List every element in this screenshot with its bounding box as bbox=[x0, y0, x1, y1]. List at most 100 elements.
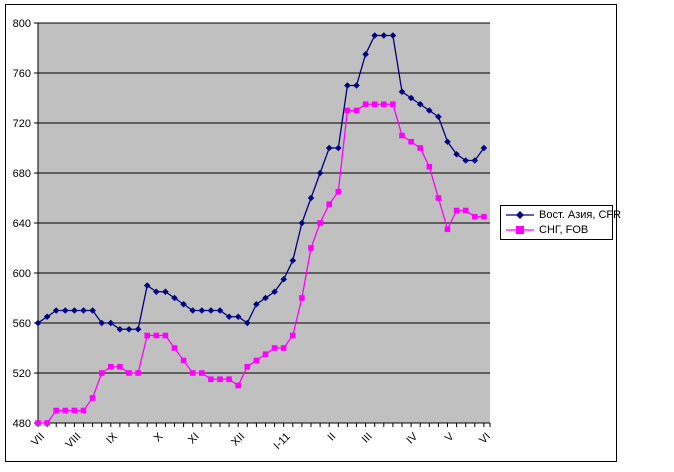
series-1-marker bbox=[399, 132, 405, 139]
series-0-marker bbox=[335, 144, 342, 152]
series-0-marker bbox=[107, 319, 115, 327]
series-0-marker bbox=[125, 325, 133, 333]
series-1-marker bbox=[253, 357, 260, 364]
series-1-marker bbox=[71, 407, 78, 414]
series-0-marker bbox=[280, 275, 287, 283]
series-1-marker bbox=[244, 363, 251, 370]
y-tick-label: 720 bbox=[13, 118, 31, 130]
series-0-marker bbox=[353, 82, 360, 89]
series-0-marker bbox=[34, 319, 42, 327]
series-1-marker bbox=[80, 407, 87, 414]
series-1-marker bbox=[144, 332, 150, 339]
series-1-marker bbox=[44, 420, 50, 426]
legend: Вост. Азия, CFR СНГ, FOB bbox=[500, 205, 621, 240]
series-0-marker bbox=[98, 319, 105, 327]
series-0-marker bbox=[253, 300, 260, 308]
series-0-marker bbox=[153, 288, 160, 296]
series-0-marker bbox=[344, 82, 351, 89]
y-tick-label: 480 bbox=[13, 418, 31, 430]
series-1-marker bbox=[299, 295, 305, 301]
series-1-marker bbox=[126, 370, 132, 376]
series-1-marker bbox=[453, 207, 460, 214]
series-1-marker bbox=[98, 370, 105, 376]
series-1-marker bbox=[208, 376, 214, 383]
series-0-marker bbox=[180, 300, 187, 308]
y-tick-label: 600 bbox=[13, 268, 31, 280]
series-0-marker bbox=[398, 88, 406, 96]
series-0-marker bbox=[380, 32, 388, 39]
series-1-marker bbox=[417, 145, 423, 151]
legend-item-sng-fob: СНГ, FOB bbox=[505, 223, 609, 237]
series-0-marker bbox=[307, 194, 315, 202]
series-1-marker bbox=[472, 213, 478, 220]
series-1-marker bbox=[390, 101, 396, 108]
series-1-marker bbox=[35, 420, 41, 426]
series-1-marker bbox=[153, 332, 160, 339]
series-1-marker bbox=[308, 245, 314, 251]
y-tick-label: 760 bbox=[13, 68, 31, 80]
series-1-marker bbox=[435, 195, 442, 201]
series-1-marker bbox=[108, 363, 114, 370]
series-0-marker bbox=[207, 307, 215, 314]
series-0-marker bbox=[407, 94, 415, 102]
series-1-marker bbox=[335, 188, 342, 195]
series-1-marker bbox=[180, 357, 187, 364]
series-0-marker bbox=[143, 282, 151, 289]
series-1-marker bbox=[462, 207, 469, 214]
series-1-marker bbox=[217, 376, 223, 383]
series-1-marker bbox=[189, 370, 196, 376]
series-0-marker bbox=[298, 219, 306, 227]
series-1-marker bbox=[290, 332, 296, 339]
series-0-marker bbox=[234, 313, 242, 321]
series-0-marker bbox=[316, 169, 324, 177]
series-0-marker bbox=[52, 307, 60, 314]
series-0-marker bbox=[362, 50, 369, 58]
series-0-marker bbox=[62, 307, 69, 314]
series-0-marker bbox=[134, 325, 142, 333]
series-1-marker bbox=[444, 226, 451, 233]
series-1-marker bbox=[199, 370, 205, 376]
series-1-marker bbox=[53, 407, 59, 414]
y-tick-label: 560 bbox=[13, 318, 31, 330]
series-1-marker bbox=[317, 220, 323, 226]
series-0-marker bbox=[480, 144, 488, 152]
series-0-marker bbox=[80, 307, 87, 314]
series-1-marker bbox=[326, 201, 332, 208]
legend-label-vost-aziya-cfr: Вост. Азия, CFR bbox=[539, 209, 622, 221]
series-0-marker bbox=[262, 294, 269, 302]
series-0-marker bbox=[426, 107, 433, 114]
y-tick-label: 640 bbox=[13, 218, 31, 230]
series-1-marker bbox=[162, 332, 169, 339]
series-0-marker bbox=[435, 113, 442, 121]
series-0-marker bbox=[462, 157, 469, 164]
series-1-marker bbox=[280, 345, 287, 351]
y-tick-label: 800 bbox=[13, 18, 31, 30]
legend-label-sng-fob: СНГ, FOB bbox=[539, 224, 589, 236]
series-0-marker bbox=[271, 288, 278, 296]
series-0-marker bbox=[189, 307, 196, 314]
series-0-marker bbox=[171, 294, 178, 302]
series-0-marker bbox=[198, 307, 206, 314]
series-0-marker bbox=[416, 100, 424, 108]
series-1-marker bbox=[226, 376, 232, 383]
series-0-marker bbox=[89, 307, 96, 314]
series-1-marker bbox=[271, 345, 278, 351]
series-1-marker bbox=[481, 213, 487, 220]
series-0-marker bbox=[389, 32, 397, 39]
series-0-marker bbox=[225, 313, 233, 321]
legend-item-vost-aziya-cfr: Вост. Азия, CFR bbox=[505, 208, 621, 222]
series-0-marker bbox=[371, 32, 378, 39]
series-1-marker bbox=[235, 382, 241, 389]
series-0-marker bbox=[453, 150, 460, 158]
series-1-marker bbox=[408, 138, 414, 145]
series-1-marker bbox=[171, 345, 178, 351]
series-1-marker bbox=[135, 370, 141, 376]
series-1-marker bbox=[89, 395, 96, 401]
series-1-marker bbox=[62, 407, 69, 414]
y-tick-label: 680 bbox=[13, 168, 31, 180]
series-0-marker bbox=[471, 157, 479, 164]
series-0-marker bbox=[289, 257, 297, 264]
y-tick-label: 520 bbox=[13, 368, 31, 380]
series-1-marker bbox=[362, 101, 369, 108]
series-1-marker bbox=[262, 351, 269, 358]
